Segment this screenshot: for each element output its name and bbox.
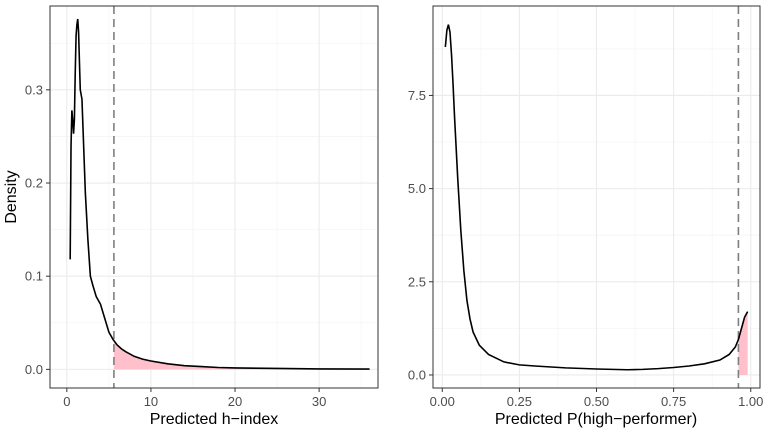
left-x-axis-title: Predicted h−index (150, 411, 279, 428)
x-tick-label: 0.25 (507, 394, 532, 409)
left-x-ticks: 0 10 20 30 (63, 388, 326, 409)
left-y-ticks: 0.0 0.1 0.2 0.3 (25, 82, 50, 377)
x-tick-label: 0.75 (661, 394, 686, 409)
right-x-axis-title: Predicted P(high−performer) (495, 411, 697, 428)
x-tick-label: 30 (312, 394, 326, 409)
y-tick-label: 5.0 (408, 181, 426, 196)
right-x-ticks: 0.00 0.25 0.50 0.75 1.00 (430, 388, 763, 409)
right-tail-area (738, 311, 748, 375)
right-density-panel: 0.00 0.25 0.50 0.75 1.00 0.0 2.5 5.0 7.5 Predic… (408, 5, 763, 428)
x-tick-label: 1.00 (738, 394, 763, 409)
right-panel-grid (433, 6, 760, 388)
left-panel-border (49, 5, 379, 389)
left-y-axis-title: Density (3, 170, 20, 223)
left-density-curve (69, 18, 370, 370)
left-density-panel: 0 10 20 30 0.0 0.1 0.2 0.3 Predicted h−index D… (3, 5, 379, 428)
x-tick-label: 0 (63, 394, 70, 409)
x-tick-label: 10 (144, 394, 158, 409)
x-tick-label: 0.00 (430, 394, 455, 409)
left-tail-area (113, 340, 370, 370)
x-tick-label: 20 (228, 394, 242, 409)
y-tick-label: 0.2 (25, 176, 43, 191)
right-density-curve (444, 24, 749, 371)
left-panel-background (50, 6, 378, 388)
y-tick-label: 0.0 (408, 367, 426, 382)
y-tick-label: 7.5 (408, 88, 426, 103)
x-tick-label: 0.50 (584, 394, 609, 409)
y-tick-label: 0.3 (25, 82, 43, 97)
y-tick-label: 0.1 (25, 269, 43, 284)
y-tick-label: 0.0 (25, 362, 43, 377)
y-tick-label: 2.5 (408, 274, 426, 289)
right-y-ticks: 0.0 2.5 5.0 7.5 (408, 88, 433, 382)
